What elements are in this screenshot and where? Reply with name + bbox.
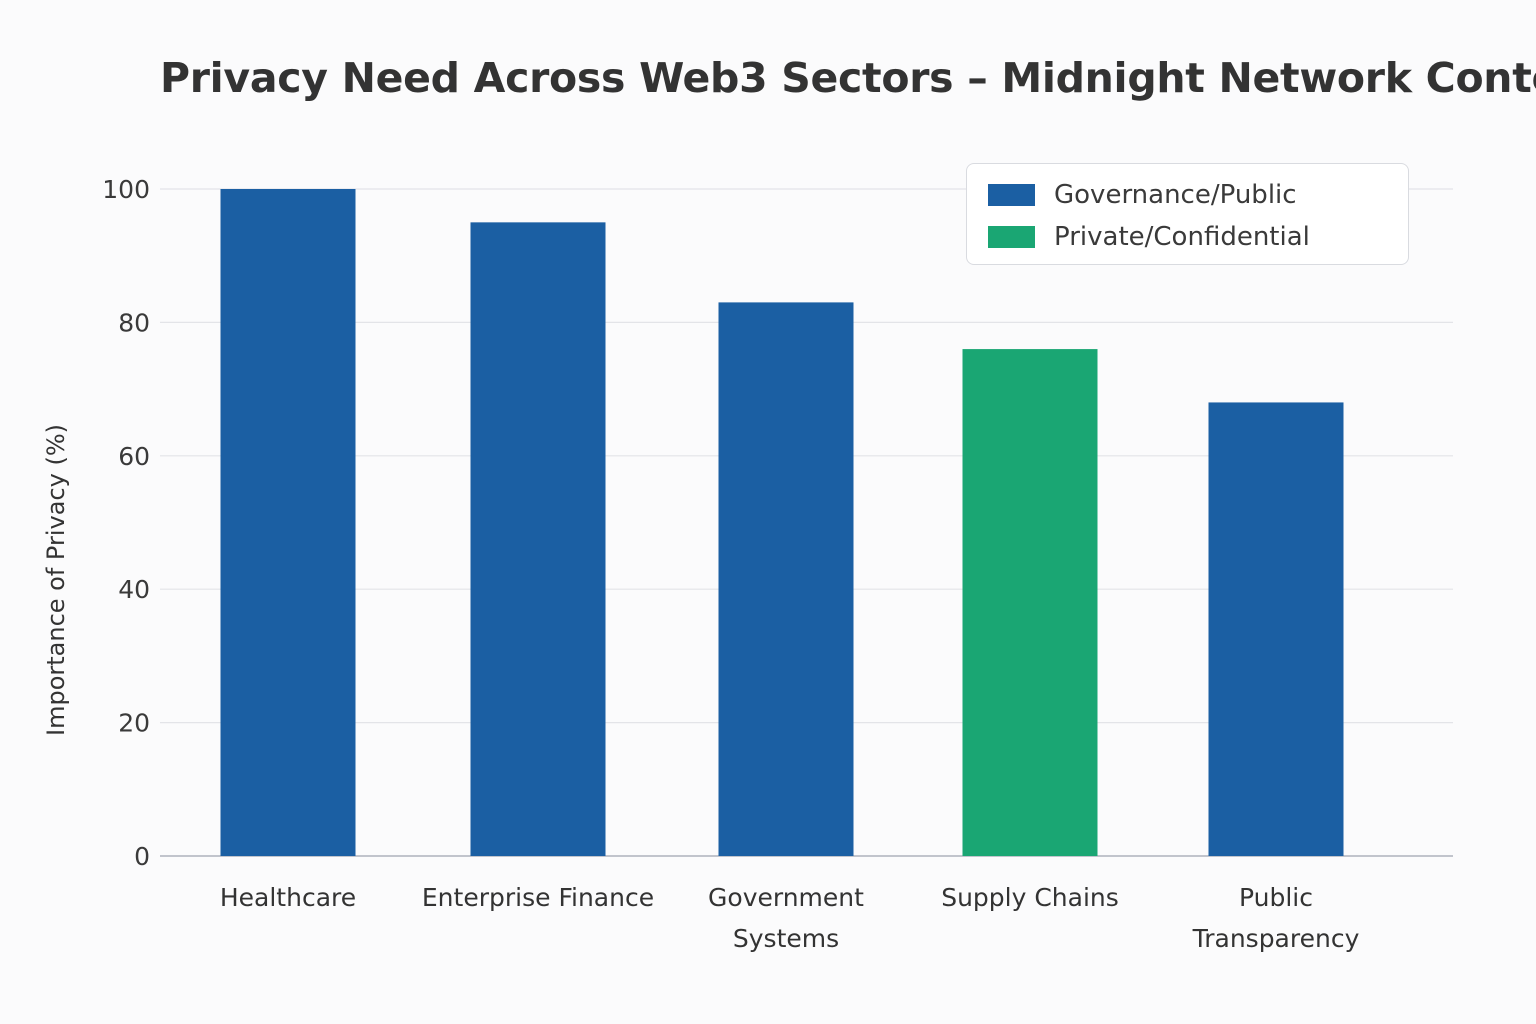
bar — [470, 222, 606, 857]
bar — [962, 349, 1098, 856]
y-tick-label: 100 — [102, 175, 150, 204]
x-category-label: Government Systems — [708, 883, 864, 953]
legend-swatch-governance — [988, 184, 1035, 206]
bar — [220, 189, 356, 856]
y-tick-label: 60 — [118, 442, 150, 471]
y-tick-label: 0 — [134, 842, 150, 871]
x-category-label: Enterprise Finance — [422, 883, 654, 912]
chart-title: Privacy Need Across Web3 Sectors – Midni… — [160, 54, 1536, 102]
y-tick-labels: 0 20 40 60 80 100 — [102, 175, 150, 871]
x-category-labels: Healthcare Enterprise Finance Government Sy… — [220, 883, 1360, 953]
y-tick-label: 40 — [118, 575, 150, 604]
legend-item-private: Private/Confidential — [988, 220, 1310, 254]
legend-item-governance: Governance/Public — [988, 178, 1297, 212]
x-category-label: Supply Chains — [941, 883, 1119, 912]
chart-legend: Governance/Public Private/Confidential — [966, 163, 1409, 265]
legend-label-governance: Governance/Public — [1054, 180, 1297, 210]
y-tick-label: 20 — [118, 709, 150, 738]
legend-label-private: Private/Confidential — [1054, 222, 1310, 252]
bar — [1208, 402, 1344, 856]
bars — [220, 189, 1344, 857]
legend-swatch-private — [988, 226, 1035, 248]
y-tick-label: 80 — [118, 308, 150, 337]
x-category-label: Public Transparency — [1192, 883, 1360, 953]
bar — [718, 302, 854, 856]
y-axis-title: Importance of Privacy (%) — [42, 424, 70, 736]
x-category-label: Healthcare — [220, 883, 356, 912]
